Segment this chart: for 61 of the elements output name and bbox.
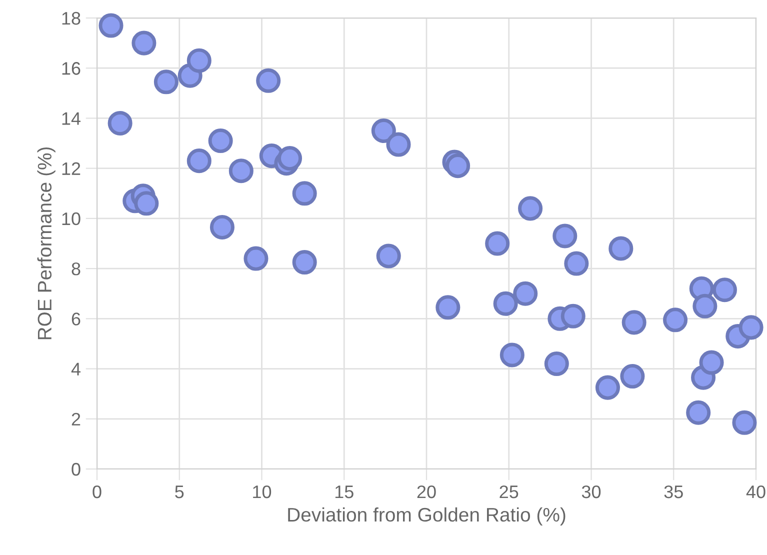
- point: [686, 400, 711, 425]
- y-tick-label: 14: [62, 112, 80, 125]
- x-tick-label: 30: [582, 485, 601, 498]
- point: [244, 246, 268, 271]
- point: [500, 342, 524, 368]
- point: [371, 118, 396, 144]
- y-tick-label: 4: [71, 362, 80, 376]
- point: [186, 48, 212, 73]
- point: [292, 250, 317, 275]
- point: [208, 128, 233, 154]
- point: [134, 191, 159, 216]
- y-tick-label: 6: [72, 312, 80, 326]
- point: [376, 244, 401, 268]
- point: [228, 158, 254, 184]
- point: [154, 70, 178, 94]
- x-tick-label: 0: [92, 485, 102, 498]
- point: [622, 310, 646, 335]
- point: [386, 132, 411, 157]
- point: [98, 13, 124, 38]
- x-tick-label: 40: [746, 485, 766, 498]
- x-tick-label: 25: [500, 485, 518, 498]
- point: [544, 352, 569, 376]
- point: [485, 231, 510, 256]
- y-tick-label: 18: [62, 12, 80, 25]
- x-axis-title: Deviation from Golden Ratio (%): [288, 507, 566, 526]
- y-tick-label: 0: [72, 462, 80, 476]
- y-axis-title: ROE Performance (%): [37, 147, 56, 340]
- y-tick-label: 16: [62, 62, 80, 75]
- x-tick-label: 5: [175, 486, 184, 498]
- point: [446, 154, 470, 178]
- point: [732, 410, 757, 435]
- x-tick-label: 10: [253, 485, 272, 498]
- x-tick-label: 35: [664, 485, 683, 498]
- y-tick-label: 2: [72, 412, 80, 426]
- point: [518, 196, 543, 221]
- point: [513, 281, 538, 306]
- point: [663, 308, 688, 332]
- point: [436, 295, 460, 320]
- point: [712, 278, 737, 302]
- x-tick-label: 20: [417, 485, 436, 498]
- point: [186, 148, 212, 174]
- point: [277, 146, 302, 171]
- point: [292, 181, 317, 206]
- point: [108, 110, 132, 136]
- point: [595, 375, 620, 400]
- point: [620, 364, 645, 389]
- y-tick-label: 10: [62, 212, 80, 226]
- point: [608, 236, 634, 261]
- point: [256, 68, 281, 93]
- point: [132, 30, 156, 56]
- x-tick-label: 15: [335, 486, 354, 498]
- point: [564, 251, 589, 276]
- point: [560, 304, 586, 328]
- y-tick-label: 8: [72, 262, 80, 276]
- point: [738, 315, 764, 340]
- point: [692, 294, 718, 318]
- point: [552, 224, 578, 248]
- point: [699, 350, 724, 375]
- y-tick-label: 12: [62, 162, 80, 175]
- point: [210, 214, 234, 240]
- point: [493, 291, 518, 316]
